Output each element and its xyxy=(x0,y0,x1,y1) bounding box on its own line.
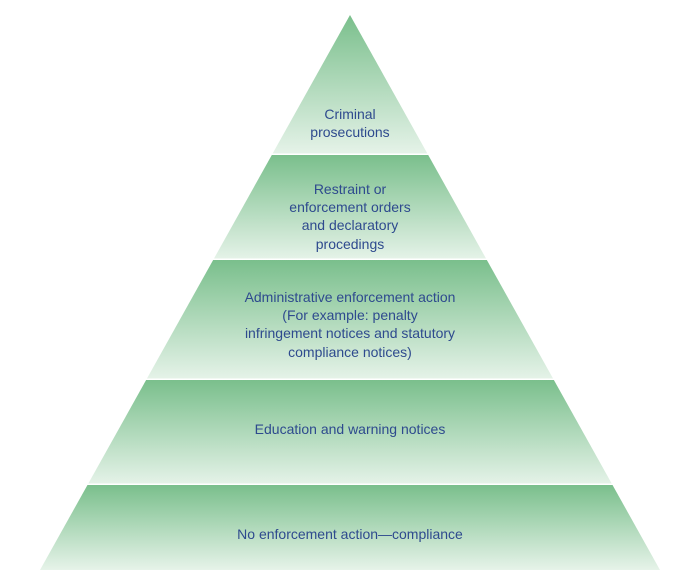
pyramid-label-1: Restraint or enforcement orders and decl… xyxy=(250,180,450,253)
pyramid-label-2: Administrative enforcement action (For e… xyxy=(200,288,500,361)
pyramid-label-0: Criminal prosecutions xyxy=(260,105,440,141)
pyramid-label-4: No enforcement action—compliance xyxy=(150,525,550,543)
pyramid-label-3: Education and warning notices xyxy=(180,420,520,438)
